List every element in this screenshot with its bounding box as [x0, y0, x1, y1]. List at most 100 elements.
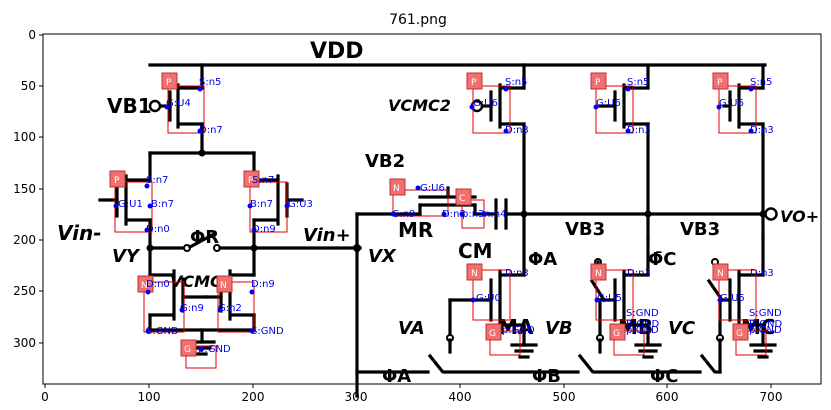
- annotation-pin: D:n9: [251, 279, 275, 290]
- annotation-pin: p:GND: [749, 325, 782, 336]
- annotation-pin: G:U1: [118, 199, 143, 210]
- annotation-pin: D:n3: [750, 125, 774, 136]
- label-phi-a-switch: ΦA: [528, 249, 557, 270]
- annotation-box: C p:n3 n:n4: [455, 188, 506, 229]
- annotation-pin: n:n4: [484, 209, 506, 220]
- annotation-pin: G:U4: [166, 98, 191, 109]
- annotation-type: G: [736, 329, 743, 339]
- y-tick-label: 100: [13, 130, 36, 144]
- annotation-type: N: [220, 281, 227, 291]
- annotation-type: C: [459, 194, 465, 204]
- annotation-type: N: [717, 269, 724, 279]
- x-tick-label: 700: [760, 390, 783, 404]
- annotation-pin: D:n0: [146, 224, 170, 235]
- annotation-box: G p:GND: [609, 323, 659, 356]
- label-vx: VX: [368, 246, 397, 267]
- annotation-type: P: [595, 78, 601, 88]
- label-phi-b-bottom: ΦB: [532, 366, 561, 387]
- y-tick-label: 200: [13, 233, 36, 247]
- y-tick-label: 0: [28, 28, 36, 42]
- annotation-pin: D:n3: [505, 268, 529, 279]
- x-tick-label: 400: [449, 390, 472, 404]
- annotation-box: N D:n0 G:n9 S:GND: [137, 275, 204, 337]
- annotation-type: N: [595, 269, 602, 279]
- label-vy: VY: [112, 246, 141, 267]
- annotation-pin: G:U6: [420, 183, 445, 194]
- label-vin-plus: Vin+: [303, 225, 351, 246]
- axes-frame: [42, 33, 822, 385]
- annotation-box: P S:n5 G:U6 D:n3: [712, 72, 774, 136]
- annotation-box: P S:n5 G:U6 D:n3: [466, 72, 529, 136]
- annotation-pin: G:U0: [476, 293, 501, 304]
- y-tick-label: 50: [21, 79, 36, 93]
- annotation-pin: p:GND: [198, 344, 231, 355]
- annotation-type: P: [166, 78, 172, 88]
- label-va: VA: [398, 318, 425, 339]
- x-tick-label: 200: [242, 390, 265, 404]
- label-phi-c-bar: Φ̄C: [648, 249, 677, 270]
- component-annotations: P S:n5 G:U4 D:n7 P S:n7 G:U1 B:n7 D:n0 P…: [109, 72, 782, 369]
- annotation-pin: S:GND: [146, 326, 179, 337]
- annotation-box: N G:U6 S:n9 D:n3: [389, 178, 466, 220]
- annotation-pin: G:U6: [596, 98, 621, 109]
- label-vcmc2: VCMC2: [388, 96, 451, 115]
- figure-title: 761.png: [389, 12, 447, 28]
- annotation-box: N D:n3 G:U5 S:GND B:GND: [590, 263, 659, 330]
- annotation-pin: D:n3: [442, 209, 466, 220]
- annotation-pin: G:n9: [180, 303, 204, 314]
- annotation-box: N D:n3 G:U0: [466, 263, 529, 321]
- x-tick-label: 0: [41, 390, 49, 404]
- circuit-labels: VDD VB1 VCMC2 VB2 MR CM VB3 VB3 Vin- Vin…: [57, 39, 819, 387]
- annotation-type: P: [717, 78, 723, 88]
- annotation-pin: G:U5: [720, 293, 745, 304]
- annotation-pin: S:n5: [627, 77, 649, 88]
- label-vin-minus: Vin-: [57, 221, 102, 245]
- label-vb: VB: [545, 318, 573, 339]
- y-tick-label: 300: [13, 336, 36, 350]
- y-axis: 0 50 100 150 200 250 300: [13, 28, 43, 350]
- annotation-box: P S:n7 G:U1 B:n7 D:n0: [109, 170, 174, 235]
- label-vb3-left: VB3: [565, 219, 605, 240]
- annotation-box: N D:n3 G:U5 S:GND B:GND: [712, 263, 782, 330]
- label-cm: CM: [458, 239, 493, 263]
- annotation-type: N: [141, 281, 148, 291]
- annotation-box: N D:n9 G:n2 S:GND: [216, 275, 284, 337]
- label-mr: MR: [398, 218, 433, 242]
- annotation-type: N: [393, 184, 400, 194]
- label-ma: MA: [498, 315, 534, 339]
- annotation-pin: S:GND: [251, 326, 284, 337]
- annotation-pin: G:n2: [218, 303, 242, 314]
- annotation-pin: S:n5: [750, 77, 772, 88]
- annotation-type: N: [471, 269, 478, 279]
- x-axis: 0 100 200 300 400 500 600 700: [41, 384, 782, 404]
- annotation-pin: B:n7: [250, 199, 273, 210]
- annotation-box: G p:GND: [485, 323, 535, 356]
- annotation-type: G: [184, 345, 191, 355]
- annotation-pin: p:GND: [502, 325, 535, 336]
- label-vb1: VB1: [107, 94, 152, 118]
- x-tick-label: 100: [138, 390, 161, 404]
- annotation-type: G: [613, 329, 620, 339]
- annotation-type: P: [471, 78, 477, 88]
- annotation-pin: D:n3: [750, 268, 774, 279]
- annotation-pin: D:n3: [627, 268, 651, 279]
- label-phi-r: ΦR: [190, 227, 219, 248]
- annotation-pin: S:n7: [252, 175, 274, 186]
- annotation-pin: p:n3: [462, 209, 484, 220]
- x-tick-label: 500: [553, 390, 576, 404]
- annotation-box: P S:n5 G:U6 D:n3: [590, 72, 651, 136]
- annotation-pin: S:GND: [626, 308, 659, 319]
- annotation-pin: p:GND: [626, 325, 659, 336]
- annotation-pin: G:U5: [597, 293, 622, 304]
- annotation-pin: G:U6: [473, 98, 498, 109]
- annotation-type: G: [489, 329, 496, 339]
- annotation-pin: G:U6: [719, 98, 744, 109]
- label-phi-a-bottom: ΦA: [382, 366, 411, 387]
- annotation-pin: D:n9: [252, 224, 276, 235]
- annotation-pin: D:n3: [627, 125, 651, 136]
- annotation-type: P: [114, 176, 120, 186]
- annotation-pin: G:U3: [288, 199, 313, 210]
- annotation-pin: B:GND: [626, 319, 659, 330]
- annotation-pin: D:n3: [505, 125, 529, 136]
